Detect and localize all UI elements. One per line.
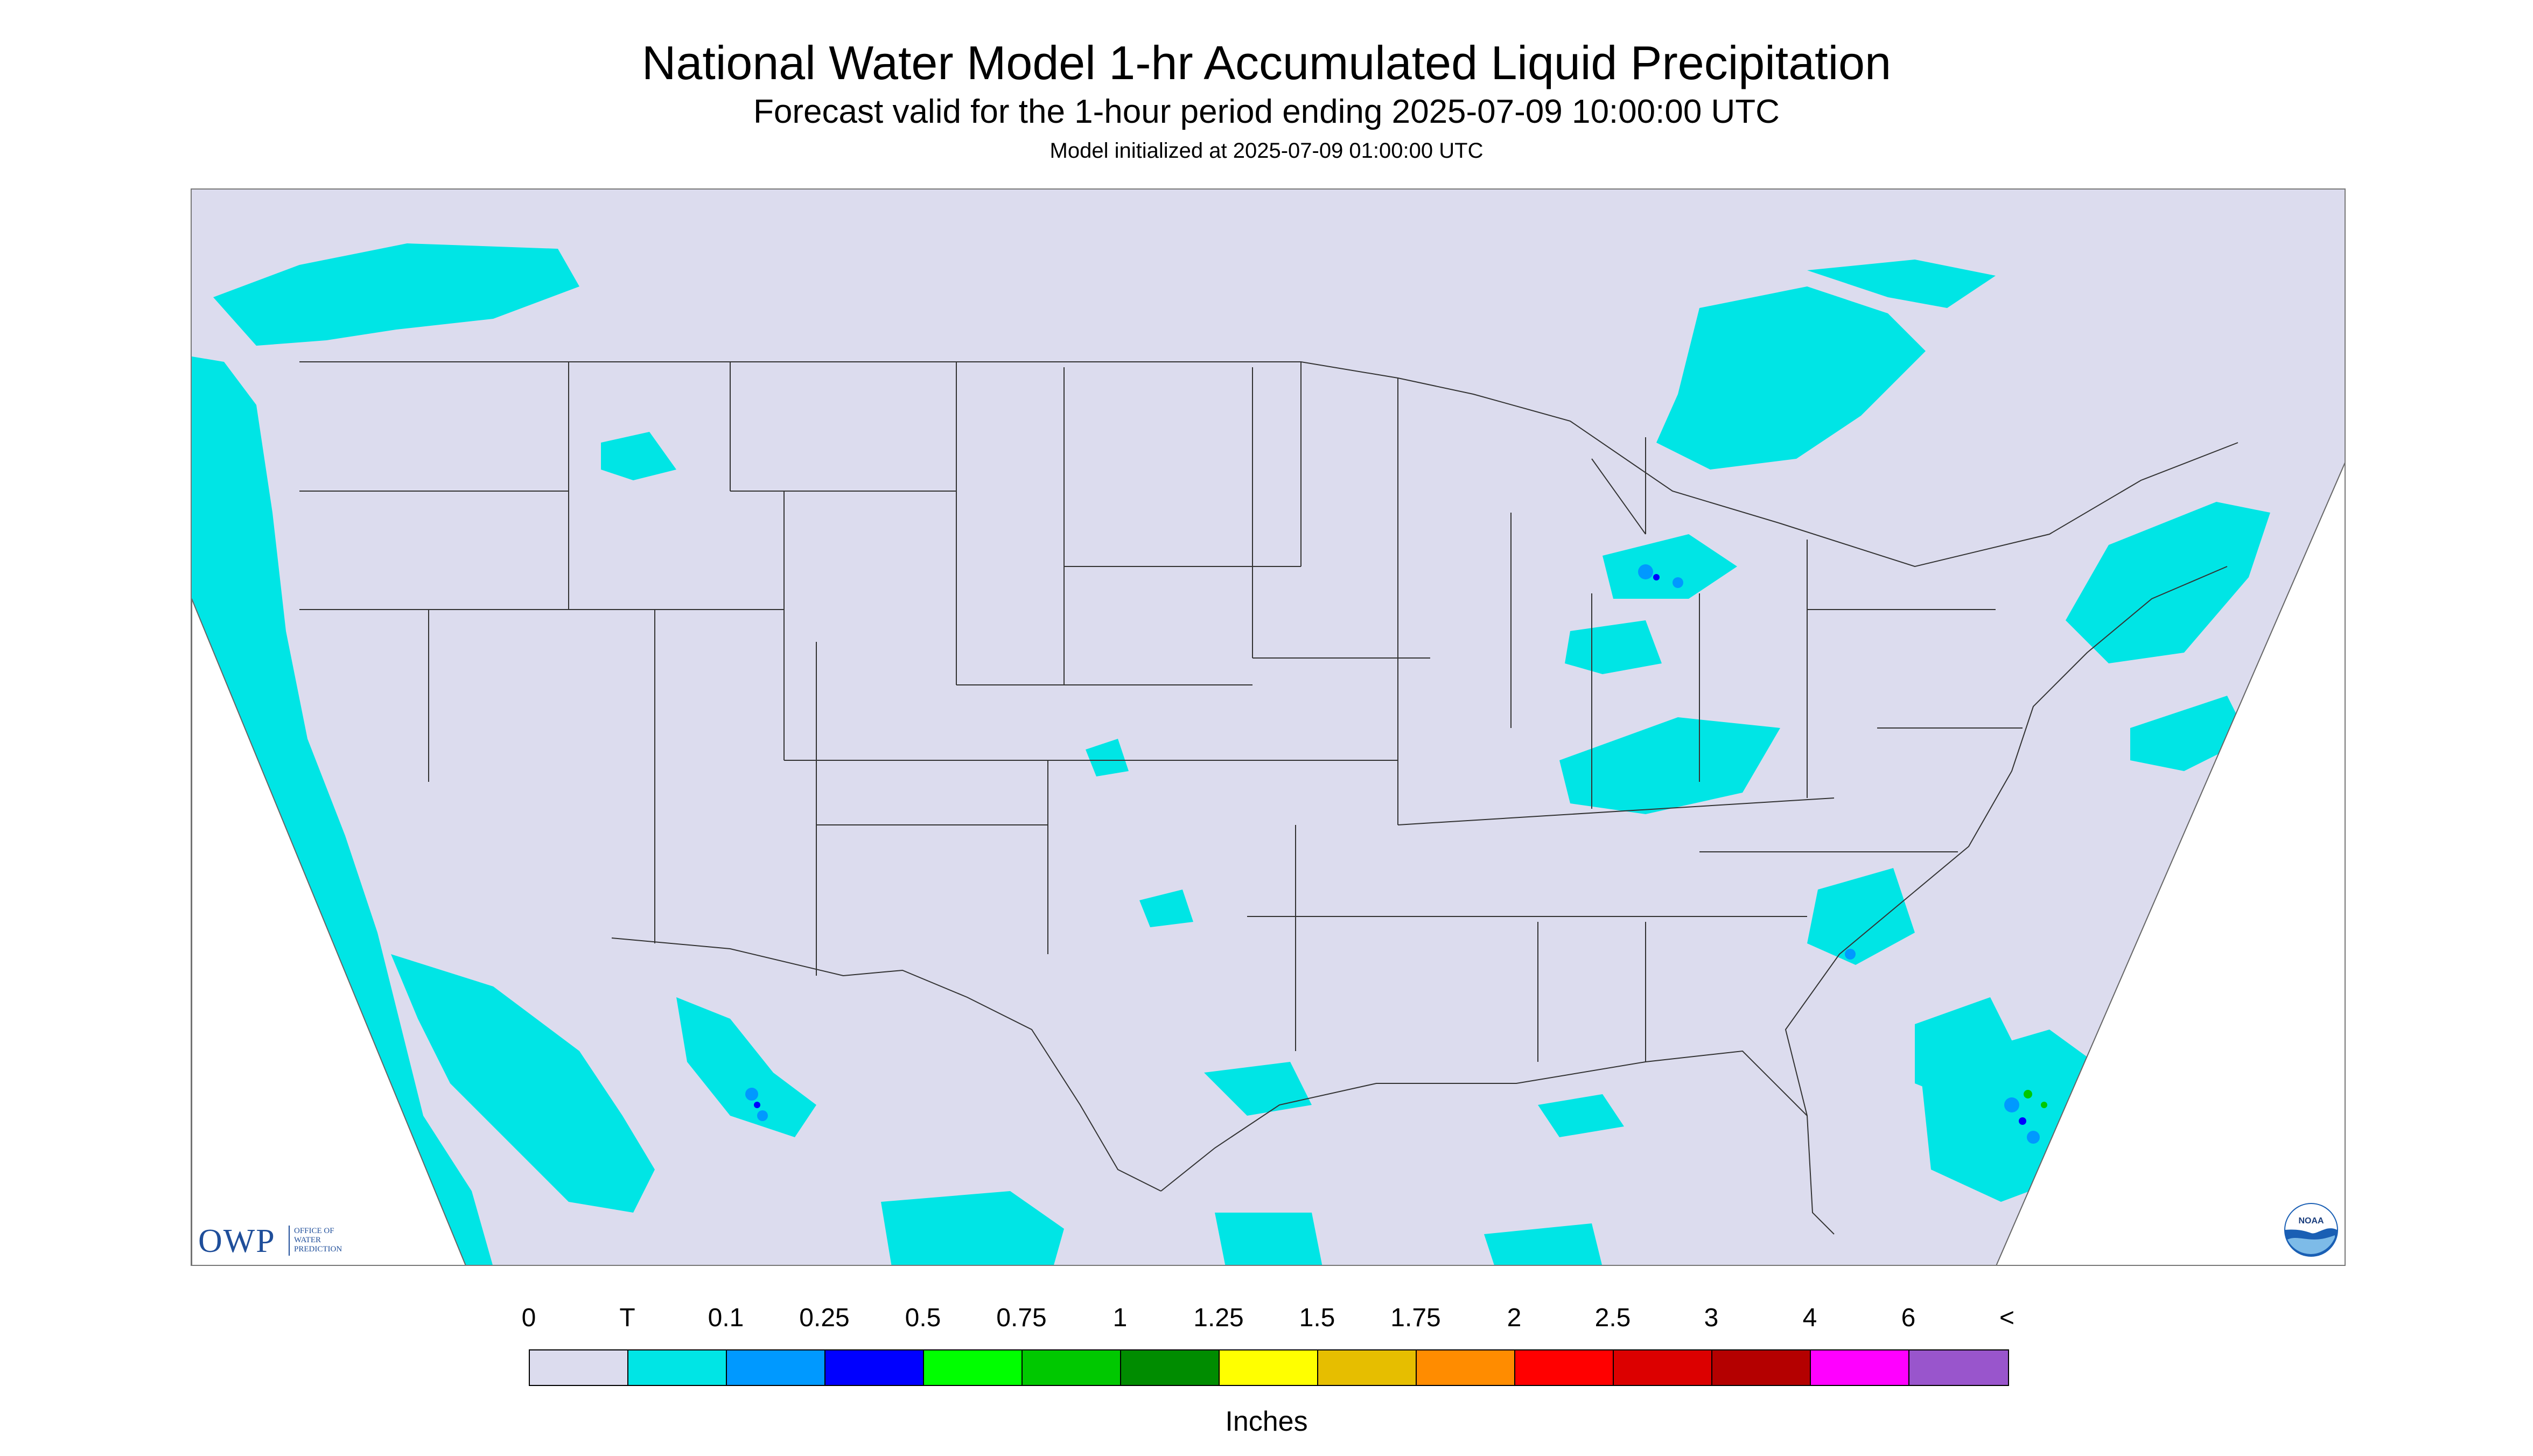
precip-quebec: [1807, 260, 1996, 308]
us-mexico-border: [611, 937, 1161, 1192]
noaa-logo-text: NOAA: [2298, 1216, 2324, 1226]
precip-mexico-gulf-south: [1215, 1213, 1323, 1265]
owp-logo-divider: [289, 1226, 290, 1256]
precip-light-cells: [745, 564, 2040, 1144]
precip-great-lakes: [1656, 286, 1926, 470]
precip-gulf: [1538, 1094, 1624, 1137]
outside-domain-east: [1996, 462, 2345, 1265]
political-boundaries: [299, 361, 2238, 1235]
precip-arizona-sonora: [676, 997, 816, 1137]
precip-heavy-cells: [2024, 1090, 2047, 1108]
us-canada-border: [299, 361, 2238, 568]
precip-pacific-nw: [213, 243, 579, 346]
legend-label: 0: [521, 1304, 536, 1332]
precip-gulf-coast: [1204, 1062, 1312, 1116]
legend-swatch: [727, 1350, 825, 1385]
legend-swatch: [1614, 1350, 1712, 1385]
legend-label: 2.5: [1594, 1304, 1631, 1332]
precip-texas: [1139, 890, 1193, 927]
legend-labels: 0 T 0.1 0.25 0.5 0.75 1 1.25 1.5 1.75 2 2.5 3 4 6 <: [0, 1303, 2533, 1341]
precip-mexico-south: [881, 1191, 1064, 1265]
legend-swatch: [825, 1350, 924, 1385]
legend-label: <: [1999, 1304, 2015, 1332]
legend-label: 1: [1112, 1304, 1128, 1332]
model-init-line: Model initialized at 2025-07-09 01:00:00…: [1049, 139, 1484, 163]
owp-logo: OWP OFFICE OF WATER PREDICTION: [198, 1222, 370, 1259]
precip-trace-areas: [192, 243, 2270, 1265]
owp-logo-letters: OWP: [198, 1223, 276, 1259]
legend-label: 1.5: [1299, 1304, 1335, 1332]
precip-montana: [601, 432, 676, 480]
legend-swatch: [1220, 1350, 1318, 1385]
precip-yucatan-south: [1484, 1223, 1603, 1265]
precip-kansas: [1086, 739, 1129, 776]
precip-new-england: [2066, 502, 2270, 663]
legend-label: 1.25: [1193, 1304, 1244, 1332]
gulf-coast: [1160, 1050, 1835, 1235]
legend-label: 1.75: [1390, 1304, 1441, 1332]
legend-label: 0.75: [996, 1304, 1047, 1332]
precip-moderate-cells: [754, 574, 2026, 1125]
precip-indiana: [1565, 620, 1662, 674]
legend-label: 3: [1704, 1304, 1719, 1332]
precip-pacific-coast: [192, 356, 493, 1265]
legend-swatch: [1023, 1350, 1121, 1385]
legend-label: 6: [1901, 1304, 1916, 1332]
precipitation-map: [191, 188, 2346, 1266]
noaa-logo: NOAA: [2284, 1203, 2338, 1257]
legend-swatch: [1712, 1350, 1811, 1385]
legend-swatch: [1909, 1350, 2008, 1385]
legend-label: 0.5: [905, 1304, 941, 1332]
legend-swatch: [1121, 1350, 1220, 1385]
legend-label: 4: [1802, 1304, 1817, 1332]
precip-ohio-valley: [1559, 717, 1780, 814]
map-subtitle: Forecast valid for the 1-hour period end…: [753, 93, 1780, 130]
precip-carolinas: [1807, 868, 1915, 965]
legend-swatch: [1811, 1350, 1909, 1385]
map-title: National Water Model 1-hr Accumulated Li…: [641, 36, 1892, 89]
owp-logo-subtext: OFFICE OF WATER PREDICTION: [294, 1227, 342, 1254]
legend-swatch: [1318, 1350, 1417, 1385]
legend-label: 0.25: [799, 1304, 850, 1332]
legend-swatch: [1417, 1350, 1515, 1385]
precip-pacific-offshore: [391, 954, 655, 1213]
legend-swatch: [530, 1350, 628, 1385]
precip-michigan: [1603, 534, 1737, 599]
legend-color-bar: [529, 1349, 2009, 1386]
legend-units: Inches: [1225, 1406, 1308, 1437]
legend-swatch: [628, 1350, 727, 1385]
legend-swatch: [924, 1350, 1023, 1385]
legend-swatch: [1515, 1350, 1614, 1385]
legend-label: 2: [1507, 1304, 1522, 1332]
legend-label: T: [619, 1304, 635, 1332]
legend-label: 0.1: [708, 1304, 744, 1332]
outside-domain-west: [192, 598, 466, 1265]
atlantic-coast: [1785, 566, 2228, 1116]
